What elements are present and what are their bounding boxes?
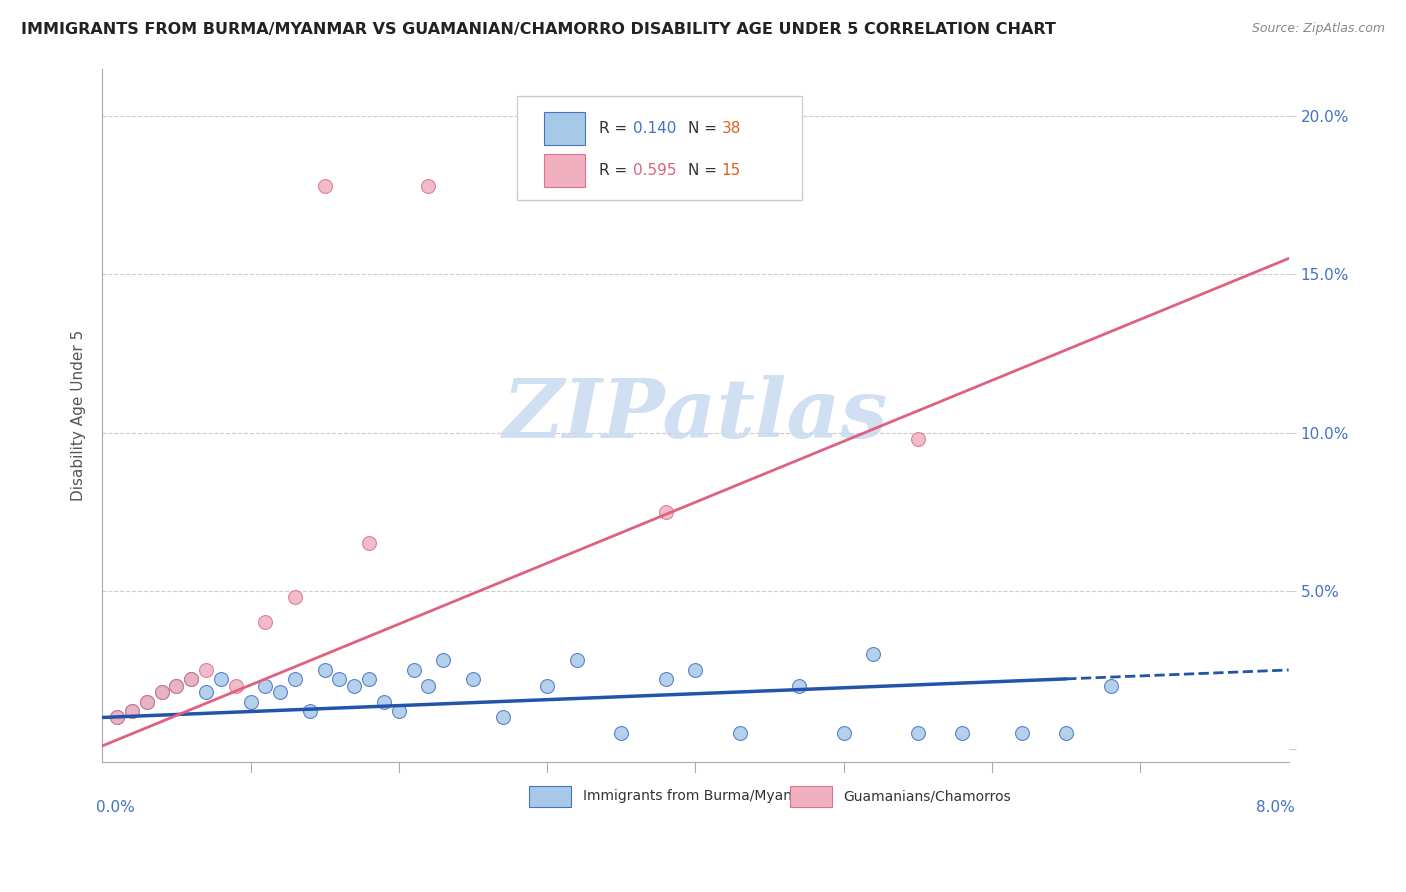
Y-axis label: Disability Age Under 5: Disability Age Under 5 (72, 329, 86, 500)
Point (165, 679, 187, 693)
Point (610, 726, 633, 740)
Point (359, 536, 381, 550)
Point (150, 685, 173, 699)
Point (1011, 726, 1033, 740)
FancyBboxPatch shape (529, 786, 571, 807)
Point (105, 710, 128, 724)
Point (135, 695, 157, 709)
Point (343, 679, 366, 693)
Point (787, 679, 810, 693)
Point (298, 704, 321, 718)
Point (655, 673, 678, 687)
Text: Source: ZipAtlas.com: Source: ZipAtlas.com (1251, 22, 1385, 36)
Text: 0.0%: 0.0% (96, 800, 135, 815)
Point (195, 685, 218, 699)
Text: R =: R = (599, 121, 633, 136)
Point (314, 178, 336, 193)
Point (388, 704, 411, 718)
Point (907, 726, 929, 740)
Point (180, 673, 202, 687)
Point (195, 663, 218, 677)
Point (121, 704, 143, 718)
Point (373, 695, 395, 709)
Point (209, 673, 232, 687)
Point (165, 679, 187, 693)
Text: R =: R = (599, 163, 633, 178)
Text: Immigrants from Burma/Myanmar: Immigrants from Burma/Myanmar (582, 789, 820, 804)
Point (907, 432, 929, 446)
Point (328, 673, 350, 687)
Point (254, 615, 277, 630)
Point (180, 673, 202, 687)
Text: 15: 15 (721, 163, 741, 178)
Point (359, 673, 381, 687)
Text: 0.140: 0.140 (633, 121, 676, 136)
Point (284, 590, 307, 604)
Text: ZIPatlas: ZIPatlas (503, 376, 889, 455)
Text: Guamanians/Chamorros: Guamanians/Chamorros (844, 789, 1011, 804)
Text: 8.0%: 8.0% (1256, 800, 1295, 815)
Point (862, 647, 884, 661)
Point (418, 178, 440, 193)
Point (655, 505, 678, 519)
Point (402, 663, 425, 677)
Point (1099, 679, 1122, 693)
Point (728, 726, 751, 740)
Point (418, 679, 440, 693)
FancyBboxPatch shape (544, 154, 585, 187)
Point (461, 673, 484, 687)
Point (150, 685, 173, 699)
FancyBboxPatch shape (517, 96, 803, 200)
Text: IMMIGRANTS FROM BURMA/MYANMAR VS GUAMANIAN/CHAMORRO DISABILITY AGE UNDER 5 CORRE: IMMIGRANTS FROM BURMA/MYANMAR VS GUAMANI… (21, 22, 1056, 37)
Point (225, 679, 247, 693)
Point (135, 695, 157, 709)
Point (950, 726, 973, 740)
FancyBboxPatch shape (544, 112, 585, 145)
Point (1054, 726, 1077, 740)
Point (832, 726, 855, 740)
Point (239, 695, 262, 709)
Point (121, 704, 143, 718)
Point (269, 685, 291, 699)
FancyBboxPatch shape (790, 786, 832, 807)
Text: 38: 38 (721, 121, 741, 136)
Point (432, 653, 454, 667)
Text: 0.595: 0.595 (633, 163, 676, 178)
Point (536, 679, 558, 693)
Point (105, 710, 128, 724)
Point (565, 653, 588, 667)
Point (314, 663, 336, 677)
Text: N =: N = (689, 163, 723, 178)
Point (685, 663, 707, 677)
Point (491, 710, 513, 724)
Point (254, 679, 277, 693)
Text: N =: N = (689, 121, 723, 136)
Point (284, 673, 307, 687)
